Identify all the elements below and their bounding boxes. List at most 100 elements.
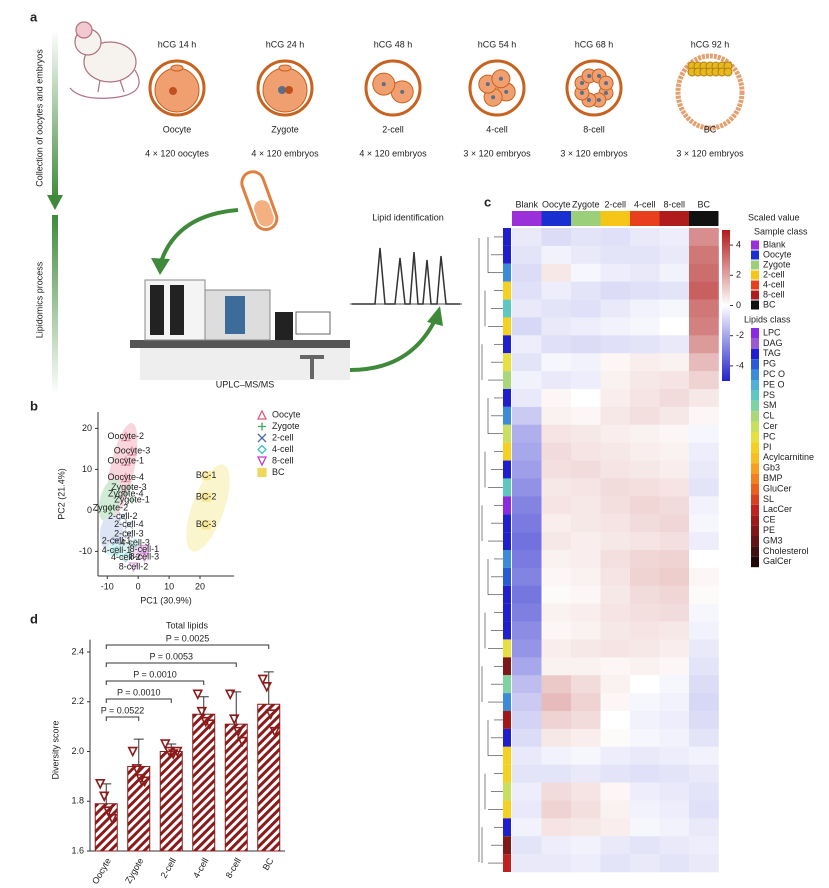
y-tick-label: 2.2 bbox=[71, 696, 84, 706]
marker bbox=[120, 472, 131, 483]
column-annotation bbox=[541, 211, 571, 226]
heatmap-cell bbox=[659, 496, 690, 515]
significance-bracket bbox=[105, 716, 140, 721]
heatmap-cell bbox=[571, 353, 601, 372]
heatmap-cell bbox=[630, 728, 660, 748]
legend-label: 8-cell bbox=[763, 289, 785, 299]
heatmap-cell bbox=[659, 424, 690, 443]
heatmap-cell bbox=[600, 567, 631, 587]
nucleus bbox=[278, 86, 286, 94]
heatmap-cell bbox=[600, 478, 631, 497]
heatmap-cell bbox=[512, 389, 542, 408]
heatmap-cell bbox=[659, 764, 690, 783]
heatmap-cell bbox=[689, 818, 719, 837]
stage-name: 4-cell bbox=[486, 124, 508, 134]
legend-label: LacCer bbox=[763, 504, 792, 514]
heatmap-cell bbox=[659, 335, 690, 354]
legend-swatch bbox=[751, 359, 759, 370]
test-tube bbox=[240, 170, 279, 231]
heatmap-cell bbox=[600, 711, 631, 730]
heatmap-cell bbox=[630, 854, 660, 873]
heatmap-cell bbox=[600, 442, 631, 461]
y-tick-label: -10 bbox=[79, 546, 92, 556]
point-label: Zygote-3 bbox=[111, 482, 147, 492]
heatmap-cell bbox=[512, 281, 542, 300]
column-annotation bbox=[630, 211, 660, 226]
row-annotation bbox=[503, 514, 511, 533]
heatmap-cell bbox=[541, 639, 572, 658]
heatmap-cell bbox=[512, 228, 542, 247]
heatmap-cell bbox=[659, 317, 690, 336]
heatmap-cell bbox=[571, 693, 601, 712]
row-annotation bbox=[503, 353, 511, 372]
row-annotation bbox=[503, 693, 511, 711]
heatmap-cell bbox=[571, 371, 601, 390]
embryo-icons bbox=[148, 53, 745, 131]
legend-swatch bbox=[751, 484, 759, 495]
y-tick-label: 1.6 bbox=[71, 845, 84, 855]
nucleus bbox=[586, 97, 591, 102]
heatmap-cell bbox=[512, 317, 542, 336]
heatmap-cell bbox=[630, 693, 660, 712]
heatmap-cell bbox=[512, 263, 542, 282]
x-tick-label: 10 bbox=[164, 581, 174, 591]
stage-time: hCG 24 h bbox=[266, 39, 305, 49]
heatmap-cell bbox=[630, 299, 660, 318]
heatmap-cell bbox=[541, 263, 572, 282]
point-label: 4-cell-1 bbox=[102, 545, 132, 555]
legend-swatch bbox=[751, 452, 759, 464]
y-tick-label: 2.0 bbox=[71, 746, 84, 756]
stage-count: 4 × 120 oocytes bbox=[145, 148, 209, 158]
heatmap-cell bbox=[541, 460, 572, 479]
heatmap-cell bbox=[689, 389, 719, 408]
heatmap-cell bbox=[571, 389, 601, 408]
heatmap-cell bbox=[541, 818, 572, 837]
column-label: 4-cell bbox=[634, 199, 656, 209]
heatmap-cell bbox=[571, 532, 601, 551]
marker bbox=[139, 552, 150, 563]
significance-bracket bbox=[105, 644, 270, 649]
legend-title: Sample class bbox=[754, 226, 808, 236]
heatmap-cell bbox=[512, 245, 542, 265]
stage-time: hCG 14 h bbox=[158, 39, 197, 49]
heatmap-cell bbox=[600, 585, 631, 604]
heatmap-cell bbox=[659, 371, 690, 390]
row-annotation bbox=[503, 764, 511, 783]
heatmap-cell bbox=[571, 406, 601, 426]
legend-label: Zygote bbox=[763, 259, 791, 269]
heatmap-cell bbox=[541, 836, 572, 855]
heatmap-cell bbox=[541, 603, 572, 622]
heatmap-cell bbox=[659, 711, 690, 730]
heatmap-cell bbox=[541, 496, 572, 515]
column-label: Blank bbox=[515, 199, 538, 209]
heatmap-cell bbox=[512, 711, 542, 730]
legend-swatch bbox=[751, 270, 759, 280]
p-value: P = 0.0522 bbox=[101, 705, 145, 715]
colorbar-tick-label: 2 bbox=[736, 270, 741, 280]
x-tick-label: 4-cell bbox=[191, 856, 210, 880]
heatmap-cell bbox=[630, 228, 660, 247]
data-point bbox=[236, 736, 248, 748]
heatmap-cell bbox=[659, 460, 690, 479]
heatmap-cell bbox=[689, 764, 719, 783]
heatmap-cell bbox=[541, 675, 572, 694]
stage-name: Oocyte bbox=[163, 124, 192, 134]
row-annotation bbox=[503, 263, 511, 282]
heatmap-cell bbox=[630, 317, 660, 336]
panel-label: b bbox=[30, 398, 38, 413]
legend-swatch bbox=[751, 338, 759, 349]
heatmap-cell bbox=[600, 424, 631, 443]
colorbar-tick-label: -4 bbox=[736, 360, 744, 370]
legend-swatch bbox=[751, 546, 759, 557]
point-label: Oocyte-3 bbox=[114, 445, 151, 455]
point-label: 2-cell-2 bbox=[108, 511, 138, 521]
heatmap-cell bbox=[571, 800, 601, 819]
marker bbox=[106, 504, 115, 513]
column-annotation bbox=[571, 211, 601, 226]
row-annotation bbox=[503, 585, 511, 604]
heatmap-cell bbox=[630, 424, 660, 443]
row-annotation bbox=[503, 406, 511, 425]
heatmap-cell bbox=[600, 728, 631, 748]
heatmap-cell bbox=[600, 639, 631, 658]
